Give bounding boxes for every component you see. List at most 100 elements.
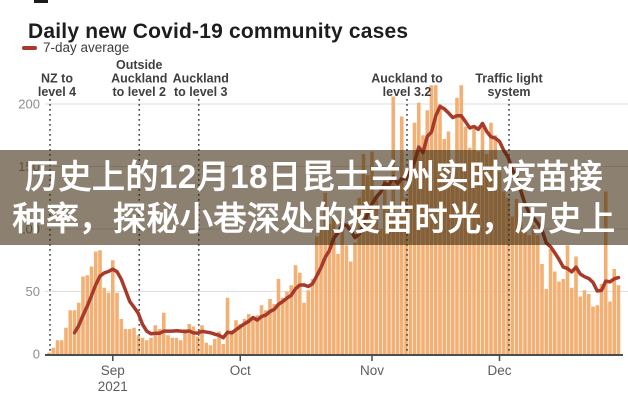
daily-cases-bar (85, 275, 90, 354)
daily-cases-bar (127, 329, 132, 354)
daily-cases-bar (98, 250, 102, 354)
daily-cases-bar (336, 254, 340, 354)
daily-cases-bar (149, 337, 153, 354)
daily-cases-bar (302, 302, 306, 354)
daily-cases-bar (68, 310, 73, 354)
daily-cases-bar (476, 151, 481, 354)
daily-cases-bar (582, 290, 587, 354)
alert-level-annotation-label: NZ to (41, 72, 73, 86)
daily-cases-bar (374, 196, 379, 354)
daily-cases-bar (89, 266, 94, 354)
daily-cases-bar (191, 326, 196, 354)
daily-cases-bar (348, 261, 353, 354)
daily-cases-bar (221, 344, 226, 354)
daily-cases-bar (161, 312, 166, 354)
daily-cases-bar (195, 336, 200, 354)
daily-cases-bar (467, 147, 472, 354)
daily-cases-bar (340, 217, 345, 354)
daily-cases-bar (548, 249, 553, 354)
daily-cases-bar (357, 197, 362, 354)
daily-cases-bar (370, 151, 374, 354)
y-axis-tick-label: 0 (33, 347, 40, 362)
daily-cases-bar (323, 192, 328, 354)
daily-cases-bar (102, 287, 107, 354)
daily-cases-bar (616, 285, 621, 354)
daily-cases-bar (234, 320, 238, 354)
daily-cases-bar (183, 329, 187, 354)
daily-cases-bar (518, 222, 523, 354)
daily-cases-bar (484, 154, 489, 354)
daily-cases-bar (578, 296, 583, 354)
daily-cases-bar (110, 260, 115, 354)
x-axis-month-label: Dec (487, 363, 511, 378)
daily-cases-bar (561, 279, 566, 354)
daily-cases-bar (506, 197, 510, 354)
daily-cases-bar (204, 342, 209, 354)
daily-cases-bar (382, 180, 387, 354)
daily-cases-bar (565, 245, 570, 354)
daily-cases-bar (527, 235, 532, 354)
daily-cases-bar (344, 245, 349, 354)
daily-cases-bar (531, 225, 536, 354)
daily-cases-bar (408, 170, 413, 354)
x-axis-month-label: Oct (230, 363, 251, 378)
alert-level-annotation-label: Outside (116, 58, 163, 72)
seven-day-average-swatch (22, 46, 37, 50)
daily-cases-bar (557, 281, 561, 354)
alert-level-annotation-label: Traffic light (475, 72, 543, 86)
daily-cases-bar (200, 325, 204, 354)
daily-cases-bar (612, 269, 617, 354)
daily-cases-bar (297, 272, 302, 354)
daily-cases-bar (497, 171, 502, 354)
daily-cases-bar (574, 256, 578, 354)
daily-cases-bar (327, 224, 332, 354)
daily-cases-bar (501, 191, 506, 354)
alert-level-annotation-label: level 4 (38, 85, 76, 99)
daily-cases-bar (365, 175, 370, 354)
cropped-ui-artifact (34, 0, 48, 3)
daily-cases-bar (259, 305, 264, 354)
seven-day-average-label: 7-day average (43, 40, 130, 55)
daily-cases-bar (51, 347, 56, 354)
daily-cases-bar (540, 264, 544, 354)
daily-cases-bar (276, 279, 281, 354)
daily-cases-bar (255, 315, 260, 354)
daily-cases-bar (123, 329, 128, 354)
daily-cases-bar (170, 337, 175, 354)
daily-cases-bar (217, 331, 221, 354)
daily-cases-bar (378, 229, 383, 354)
daily-cases-bar (552, 271, 557, 354)
daily-cases-bar (246, 314, 251, 354)
daily-cases-bar (569, 287, 574, 354)
daily-cases-bar (514, 199, 519, 354)
daily-cases-bar (523, 229, 527, 354)
y-axis-tick-label: 50 (26, 284, 40, 299)
daily-cases-bar (251, 317, 255, 354)
daily-cases-bar (608, 301, 612, 354)
daily-cases-bar (178, 340, 183, 354)
watermark-overlay-banner: 历史上的12月18日昆士兰州实时疫苗接 种率，探秘小巷深处的疫苗时光，历史上 (0, 150, 628, 245)
daily-cases-bar (331, 217, 336, 354)
daily-cases-bar (314, 236, 319, 354)
daily-cases-bar (442, 139, 447, 354)
daily-cases-bar (263, 310, 268, 354)
daily-cases-bar (229, 330, 234, 354)
daily-cases-bar (157, 329, 162, 354)
daily-cases-bar (306, 290, 311, 354)
alert-level-annotation-label: to level 2 (113, 85, 167, 99)
daily-cases-bar (289, 285, 294, 354)
x-axis-year-label: 2021 (98, 379, 128, 394)
daily-cases-bar (544, 289, 549, 354)
daily-cases-bar (153, 325, 158, 354)
daily-cases-bar (47, 352, 51, 354)
overlay-text-line-1: 历史上的12月18日昆士兰州实时疫苗接 (25, 157, 603, 195)
daily-cases-bar (310, 279, 315, 354)
daily-cases-bar (212, 339, 217, 354)
x-axis-month-label: Nov (360, 363, 384, 378)
daily-cases-bar (387, 209, 391, 354)
daily-cases-bar (361, 154, 366, 354)
daily-cases-bar (591, 306, 595, 354)
daily-cases-bar (115, 292, 119, 354)
alert-level-annotation-label: to level 3 (174, 85, 228, 99)
daily-cases-bar (586, 294, 591, 354)
